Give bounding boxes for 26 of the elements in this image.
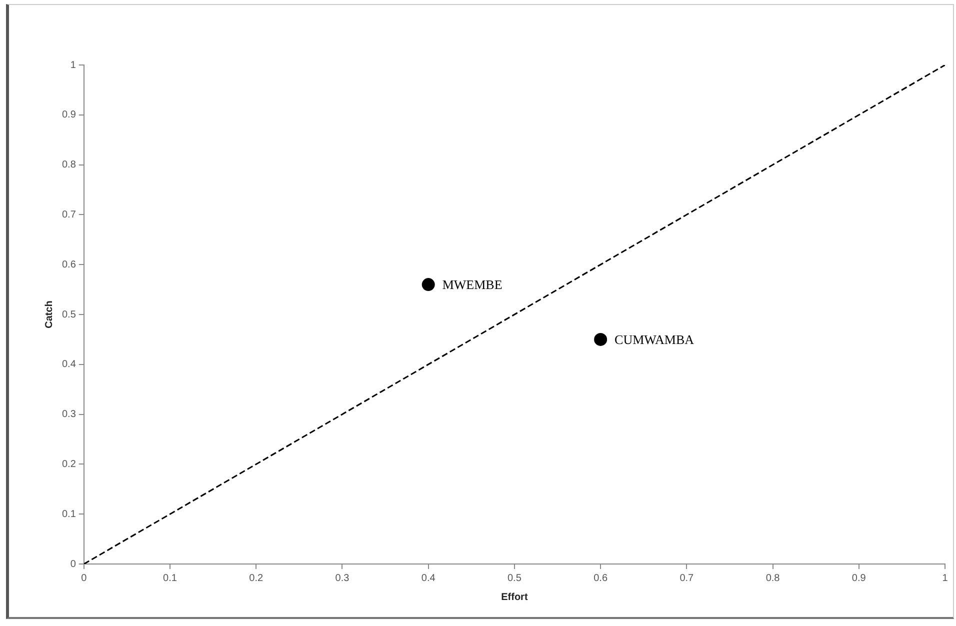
- y-tick-label: 0.5: [62, 309, 76, 320]
- y-axis-title: Catch: [44, 300, 55, 328]
- y-tick-label: 0.7: [62, 209, 76, 220]
- x-tick-label: 0.5: [508, 572, 522, 584]
- y-tick-label: 0.3: [62, 409, 76, 420]
- x-tick-label: 0: [81, 572, 88, 584]
- y-tick-label: 0: [70, 558, 76, 570]
- x-tick-label: 0.8: [766, 572, 780, 584]
- y-tick-label: 0.9: [62, 110, 76, 121]
- series-label: MWEMBE: [442, 276, 502, 292]
- x-tick-label: 0.9: [852, 572, 866, 584]
- x-tick-label: 0.1: [163, 572, 178, 584]
- y-tick-label: 1: [70, 60, 76, 71]
- x-tick-label: 0.4: [421, 572, 436, 584]
- x-tick-label: 0.2: [249, 572, 264, 584]
- y-tick-label: 0.6: [62, 259, 76, 270]
- x-tick-label: 0.7: [680, 572, 694, 584]
- y-tick-label: 0.8: [62, 160, 76, 171]
- series-label: CUMWAMBA: [614, 332, 695, 347]
- y-tick-label: 0.4: [62, 359, 76, 370]
- y-tick-label: 0.1: [62, 508, 76, 520]
- y-tick-label: 0.2: [62, 458, 76, 470]
- x-tick-label: 1: [942, 572, 948, 584]
- x-tick-label: 0.6: [594, 572, 608, 584]
- x-tick-label: 0.3: [335, 572, 350, 584]
- x-axis-title: Effort: [501, 592, 528, 603]
